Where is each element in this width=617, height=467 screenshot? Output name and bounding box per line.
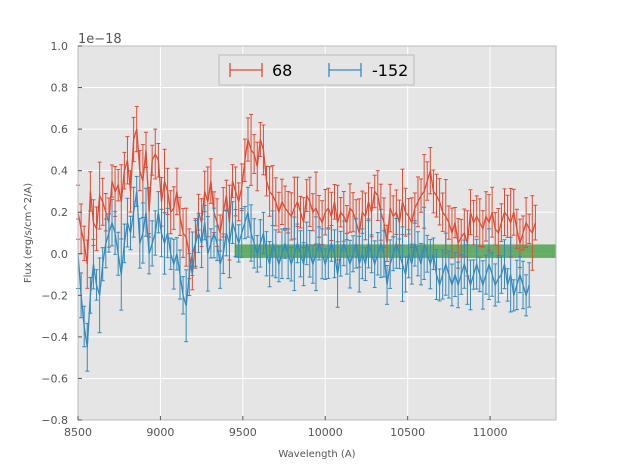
- y-axis-label: Flux (erg/s/cm^2/A): [23, 183, 34, 283]
- x-tick-label-10000: 10000: [308, 426, 343, 439]
- y-axis-ticks: −0.8 −0.6 −0.4 −0.2 0.0 0.2 0.4 0.6 0.8 1.0: [41, 40, 82, 427]
- legend-swatch-152: [328, 63, 362, 77]
- legend-swatch-68: [229, 63, 263, 77]
- y-tick-label-4: 0.0: [51, 248, 69, 261]
- y-tick-label-9: 1.0: [51, 40, 69, 53]
- x-tick-label-11000: 11000: [473, 426, 508, 439]
- y-tick-label-7: 0.6: [51, 123, 69, 136]
- x-tick-label-9000: 9000: [146, 426, 174, 439]
- y-tick-label-2: −0.4: [41, 331, 68, 344]
- series-layer: [76, 106, 538, 372]
- y-tick-label-5: 0.2: [51, 206, 69, 219]
- y-tick-label-1: −0.6: [41, 372, 68, 385]
- series-line-2: [77, 191, 530, 348]
- plot-background: [78, 46, 556, 420]
- legend-label-152: -152: [372, 61, 408, 80]
- x-tick-label-8500: 8500: [64, 426, 92, 439]
- x-tick-label-9500: 9500: [229, 426, 257, 439]
- y-tick-label-8: 0.8: [51, 82, 69, 95]
- plot-frame: [77, 45, 557, 421]
- x-axis-label: Wavelength (A): [278, 449, 355, 460]
- x-tick-label-10500: 10500: [390, 426, 425, 439]
- series-2: [76, 175, 532, 372]
- series-1: [76, 106, 538, 291]
- grid-lines: [77, 45, 556, 421]
- legend-label-68: 68: [272, 61, 292, 80]
- x-axis-ticks: 8500 9000 9500 10000 10500 11000: [64, 416, 508, 439]
- highlight-band-layer: [234, 244, 556, 258]
- y-tick-label-6: 0.4: [51, 165, 69, 178]
- y-offset-label: 1e−18: [78, 32, 122, 47]
- y-tick-label-0: −0.8: [41, 414, 68, 427]
- legend: 68 -152: [218, 54, 415, 86]
- y-tick-label-3: −0.2: [41, 289, 68, 302]
- series-line-1: [77, 128, 537, 275]
- highlight-band: [234, 244, 556, 258]
